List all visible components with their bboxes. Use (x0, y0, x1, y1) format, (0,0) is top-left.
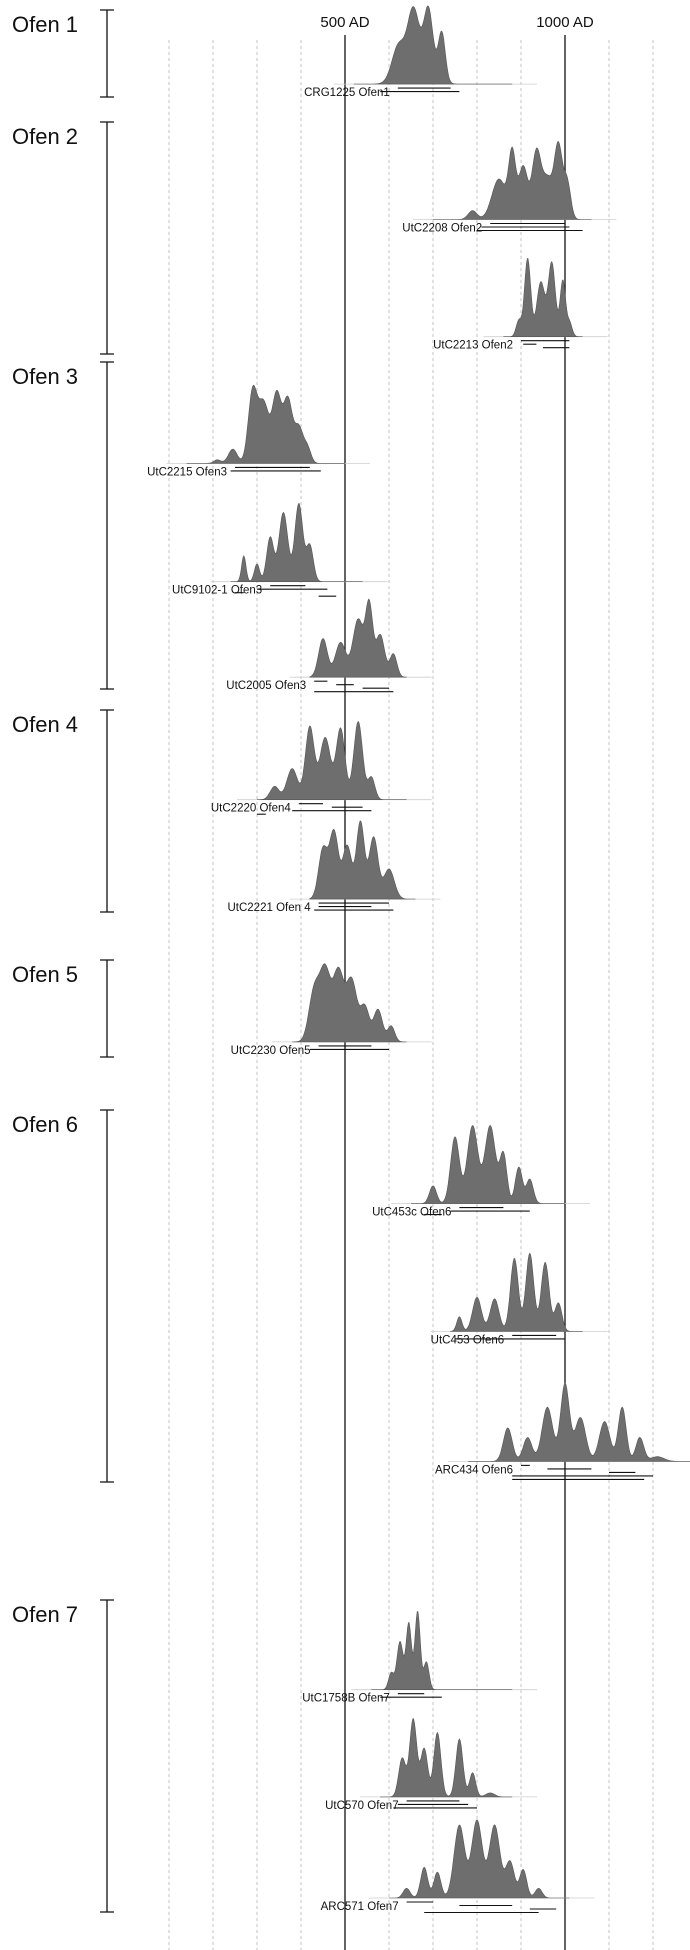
probability-distribution (186, 384, 345, 464)
kiln-bracket (100, 361, 114, 690)
reference-lines: 500 AD 1000 AD (320, 14, 594, 1950)
kiln-groups: Ofen 1 Ofen 2 Ofen 3 Ofen 4 Ofen 5 Ofen 6 Ofen… (12, 9, 114, 1913)
probability-distribution (309, 598, 407, 678)
kiln-label: Ofen 7 (12, 1602, 78, 1627)
probability-distribution (411, 1124, 565, 1204)
probability-distribution (450, 1252, 583, 1332)
probability-distribution (292, 963, 407, 1043)
sample-label: UtC453 Ofen6 (431, 1334, 505, 1346)
sample-label: UtC2005 Ofen3 (226, 680, 306, 692)
kiln-bracket (100, 9, 114, 98)
probability-distribution (371, 1611, 513, 1690)
kiln-bracket (100, 709, 114, 913)
sample-label: UtC2213 Ofen2 (433, 340, 513, 352)
kiln-label: Ofen 4 (12, 712, 78, 737)
sample-label: UtC2220 Ofen4 (211, 803, 292, 815)
probability-distribution (353, 5, 513, 85)
kiln-label: Ofen 5 (12, 962, 78, 987)
sample-label: UtC2221 Ofen 4 (227, 902, 311, 914)
kiln-label: Ofen 1 (12, 12, 78, 37)
sample-label: UtC2230 Ofen5 (231, 1045, 311, 1057)
probability-distribution (257, 720, 407, 800)
probability-distribution (230, 503, 363, 582)
kiln-label: Ofen 3 (12, 364, 78, 389)
sample-label: ARC434 Ofen6 (435, 1464, 513, 1476)
kiln-bracket (100, 1109, 114, 1483)
sample-label: UtC2208 Ofen2 (402, 223, 482, 235)
grid-lines (168, 40, 654, 1950)
kiln-label: Ofen 6 (12, 1112, 78, 1137)
reference-line-label: 1000 AD (536, 14, 594, 31)
sample-label: UtC2215 Ofen3 (147, 466, 227, 478)
probability-distribution (468, 1382, 690, 1462)
probability-distributions: CRG1225 Ofen1 UtC2208 Ofen2 UtC2213 Ofen2 U… (147, 5, 690, 1914)
sample-label: UtC1758B Ofen7 (302, 1693, 390, 1705)
sample-label: UtC9102-1 Ofen3 (172, 585, 262, 597)
probability-distribution (309, 820, 416, 900)
probability-distribution (433, 140, 592, 220)
sample-label: UtC570 Ofen7 (325, 1800, 399, 1812)
probability-distribution (503, 258, 583, 337)
kiln-bracket (100, 1599, 114, 1913)
kiln-bracket (100, 959, 114, 1058)
kiln-bracket (100, 121, 114, 355)
probability-distribution (380, 1718, 513, 1798)
probability-distribution (389, 1819, 570, 1899)
sample-label: UtC453c Ofen6 (372, 1207, 451, 1219)
kiln-label: Ofen 2 (12, 124, 78, 149)
sample-label: ARC571 Ofen7 (321, 1901, 399, 1913)
reference-line-label: 500 AD (320, 14, 369, 31)
sample-label: CRG1225 Ofen1 (304, 87, 390, 99)
